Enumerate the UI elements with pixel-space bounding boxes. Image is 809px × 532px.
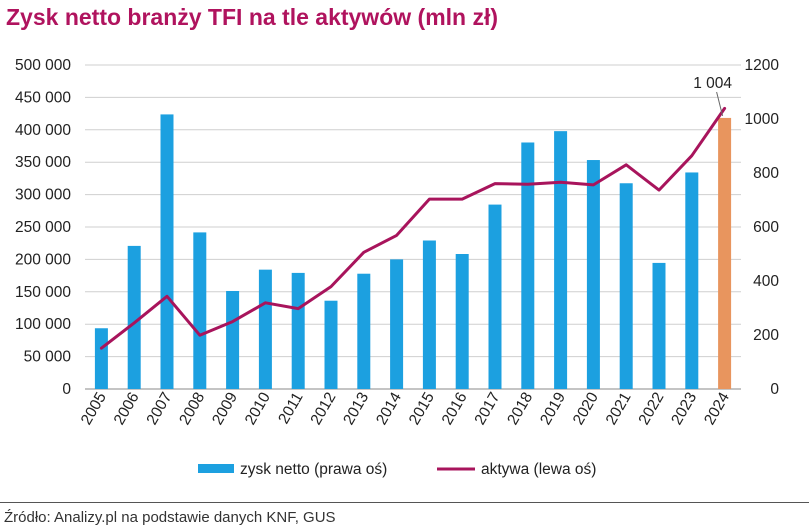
left-tick-label: 0	[62, 381, 71, 398]
x-tick-label: 2014	[373, 389, 405, 428]
right-tick-label: 200	[753, 327, 779, 344]
bar	[521, 142, 535, 389]
profit-bars	[94, 114, 732, 390]
annotation-leader	[716, 91, 724, 117]
source-divider	[0, 502, 809, 503]
right-tick-label: 400	[753, 273, 779, 290]
x-tick-label: 2008	[176, 390, 208, 428]
bar	[94, 328, 108, 389]
left-axis-tick-labels: 0 50 000 100 000 150 000 200 000 250 000 300 0…	[15, 57, 71, 398]
x-tick-label: 2010	[242, 389, 274, 428]
bar	[357, 273, 371, 389]
left-tick-label: 100 000	[15, 316, 71, 333]
bar	[718, 117, 732, 390]
legend-swatch-bar	[198, 464, 234, 473]
right-tick-label: 600	[753, 219, 779, 236]
bar	[324, 300, 338, 389]
right-axis-tick-labels: 0 200 400 600 800 1000 1200	[745, 57, 780, 398]
bar	[422, 240, 436, 389]
x-tick-label: 2006	[111, 390, 143, 428]
bar	[160, 114, 174, 389]
assets-line	[99, 106, 727, 350]
x-tick-label: 2011	[275, 390, 306, 427]
gridlines	[85, 64, 741, 390]
left-tick-label: 150 000	[15, 284, 71, 301]
left-tick-label: 250 000	[15, 219, 71, 236]
assets-line-path	[99, 106, 727, 350]
left-tick-label: 500 000	[15, 57, 71, 74]
bar	[652, 262, 666, 389]
source-note: Źródło: Analizy.pl na podstawie danych K…	[4, 509, 336, 526]
right-tick-label: 800	[753, 165, 779, 182]
bar	[127, 245, 141, 389]
x-tick-label: 2015	[406, 390, 438, 428]
x-tick-label: 2020	[570, 389, 602, 428]
right-tick-label: 1200	[745, 57, 780, 74]
left-tick-label: 350 000	[15, 154, 71, 171]
x-tick-label: 2021	[603, 390, 635, 428]
left-tick-label: 300 000	[15, 187, 71, 204]
left-tick-label: 50 000	[24, 349, 72, 366]
bar	[291, 272, 305, 389]
left-tick-label: 200 000	[15, 251, 71, 268]
combo-chart: 0 50 000 100 000 150 000 200 000 250 000 300 0…	[15, 57, 780, 478]
x-tick-label: 2019	[537, 390, 569, 428]
annotation: 1 004	[693, 75, 732, 117]
x-tick-label: 2007	[143, 390, 175, 428]
bar	[226, 290, 240, 389]
x-tick-label: 2017	[471, 390, 503, 428]
legend: zysk netto (prawa oś) aktywa (lewa oś)	[198, 461, 596, 478]
bar	[586, 160, 600, 389]
x-tick-label: 2023	[668, 390, 700, 428]
bar	[258, 269, 272, 389]
bar	[685, 172, 699, 389]
bar	[455, 254, 469, 389]
chart-title: Zysk netto branży TFI na tle aktywów (ml…	[6, 4, 499, 30]
right-tick-label: 0	[770, 381, 779, 398]
x-axis-tick-labels: 2005 2006 2007 2008 2009 2010 2011 2012 2013 2014…	[78, 389, 733, 428]
bar	[193, 232, 207, 389]
x-tick-label: 2013	[340, 390, 372, 428]
bar	[390, 259, 404, 389]
right-tick-label: 1000	[745, 111, 780, 128]
left-tick-label: 450 000	[15, 89, 71, 106]
x-tick-label: 2005	[78, 390, 110, 428]
x-tick-label: 2024	[701, 389, 733, 428]
bar	[554, 131, 568, 389]
legend-label-bar: zysk netto (prawa oś)	[240, 461, 387, 478]
legend-label-line: aktywa (lewa oś)	[481, 461, 596, 478]
x-tick-label: 2022	[635, 390, 667, 428]
annotation-label: 1 004	[693, 75, 732, 92]
bar	[619, 183, 633, 389]
bar	[488, 204, 502, 389]
x-tick-label: 2016	[439, 390, 471, 428]
x-tick-label: 2012	[307, 390, 339, 428]
left-tick-label: 400 000	[15, 122, 71, 139]
x-tick-label: 2009	[209, 390, 241, 428]
x-tick-label: 2018	[504, 390, 536, 428]
